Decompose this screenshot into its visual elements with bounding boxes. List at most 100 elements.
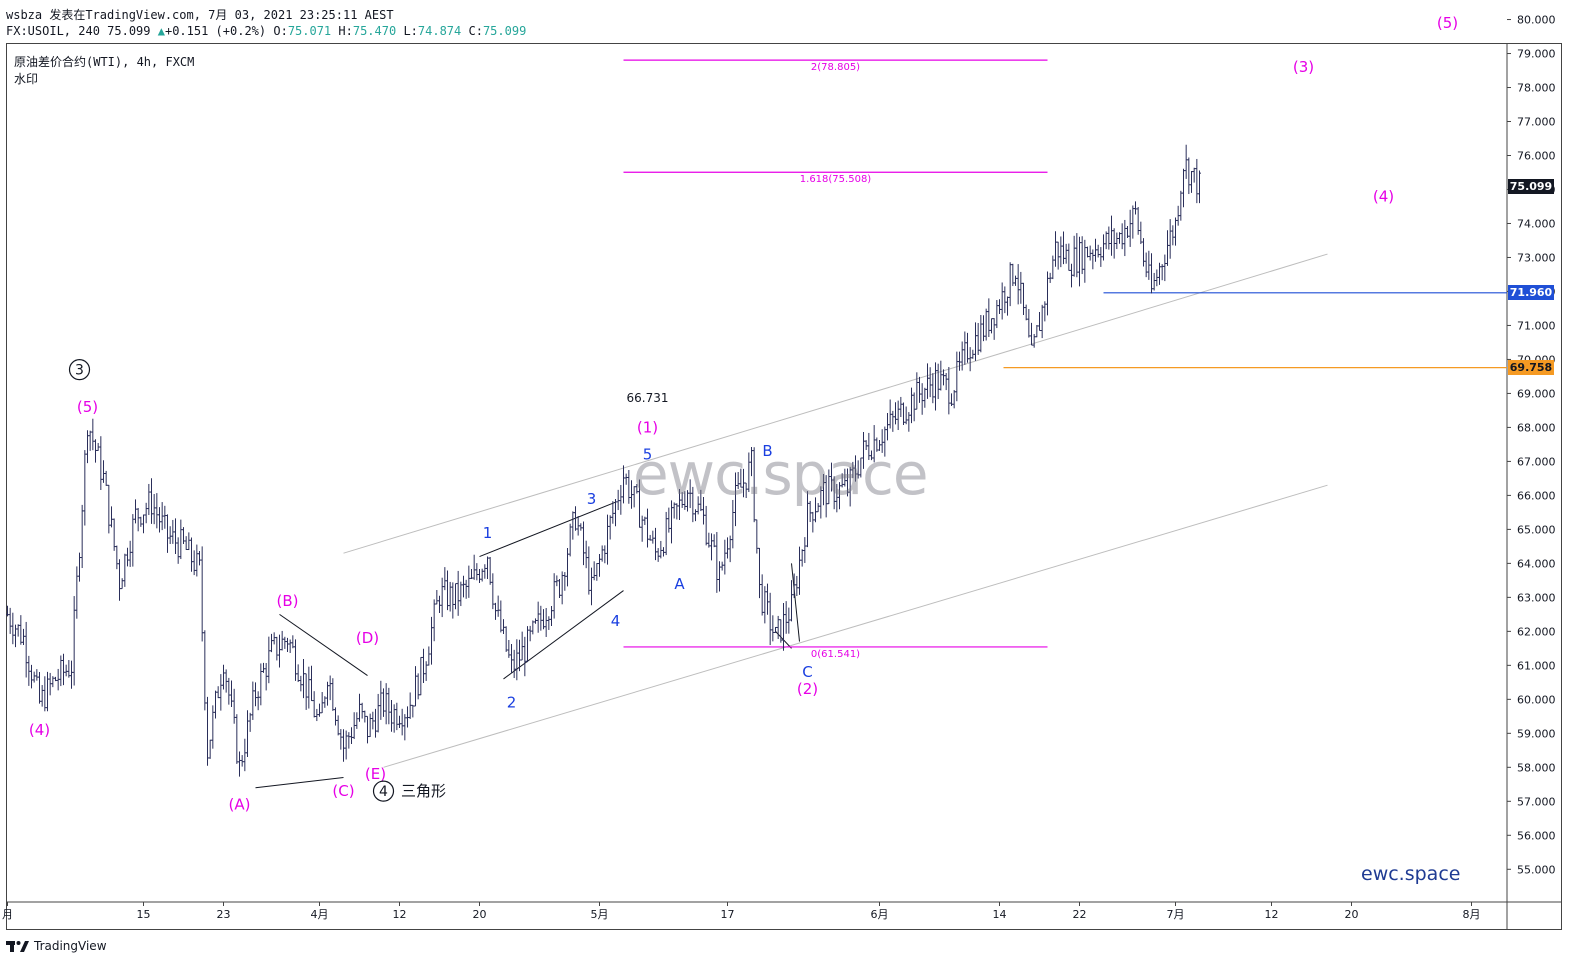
wave-label: (C) [332,782,354,800]
price-tick-label: 55.000 [1517,863,1556,876]
tradingview-footer[interactable]: TradingView [6,938,107,954]
wave-label: 66.731 [627,391,669,405]
price-tick-label: 57.000 [1517,795,1556,808]
wave-label: (2) [797,680,818,698]
blue-level-tag: 71.960 [1508,285,1554,301]
ohlc-legend: FX:USOIL, 240 75.099 ▲+0.151 (+0.2%) O:7… [6,24,526,38]
price-tick-label: 64.000 [1517,557,1556,570]
wave-label: (1) [637,418,658,436]
wave-label: 三角形 [401,782,446,800]
fib-level-label: 2(78.805) [811,62,860,73]
wave-label: (B) [277,592,299,610]
trendline [279,613,368,676]
price-tick-label: 79.000 [1517,48,1556,61]
price-tick-label: 77.000 [1517,116,1556,129]
time-axis: 月 15 23 4月 12 20 5月 17 6月 14 22 7月 12 20 8月 [2,902,1481,921]
price-tick-label: 73.000 [1517,251,1556,264]
fib-level-label: 0(61.541) [811,649,860,660]
time-tick-label: 14 [993,908,1007,921]
time-tick-label: 7月 [1167,908,1185,921]
footer-label: TradingView [34,939,107,953]
wave-labels: (5) (4) (A) (B) (C) (D) (E) 三角形 1 2 3 4 5 (1) 66.731 A B… [29,14,1458,814]
time-tick-label: 4月 [311,908,329,921]
trendlines [255,253,1328,789]
ohlc-bars [6,144,1201,777]
time-tick-label: 12 [393,908,407,921]
price-tick-label: 62.000 [1517,625,1556,638]
time-tick-label: 20 [473,908,487,921]
low-label: L: [403,24,418,38]
wave-label: (D) [356,629,379,647]
price-tick-label: 66.000 [1517,489,1556,502]
time-tick-label: 22 [1073,908,1087,921]
wave-label: A [674,575,685,593]
symbol-label: FX:USOIL, 240 75.099 [6,24,151,38]
trendline [503,590,624,680]
open-label: O: [273,24,288,38]
time-tick-label: 20 [1345,908,1359,921]
price-tick-label: 78.000 [1517,82,1556,95]
wave-label: (4) [1373,187,1394,205]
wave-label: 4 [611,612,621,630]
wave-label: (A) [229,796,251,814]
price-tick-label: 68.000 [1517,421,1556,434]
trendline [255,777,344,789]
price-tick-label: 80.000 [1517,14,1556,27]
tradingview-logo-icon [6,941,29,952]
brand-text[interactable]: ewc.space [1361,863,1461,885]
wave-label: 2 [507,694,517,712]
trendline [479,501,616,558]
wave-label: (3) [1293,58,1314,76]
fib-levels: 2(78.805) 1.618(75.508) 0(61.541) [623,59,1507,660]
price-tick-label: 56.000 [1517,829,1556,842]
trendline [791,563,800,642]
publish-info: wsbza 发表在TradingView.com, 7月 03, 2021 23… [6,8,394,22]
wave-label: (4) [29,721,50,739]
watermark: ewc.space [633,440,929,508]
circled-wave-marker [68,359,91,381]
last-price-tag: 75.099 [1508,178,1554,194]
wave-label: 1 [483,524,493,542]
chart-pane[interactable] [6,43,1562,930]
price-tick-label: 67.000 [1517,455,1556,468]
wave-label: (5) [1437,14,1458,32]
time-tick-label: 23 [217,908,231,921]
high-label: H: [338,24,353,38]
price-axis: 80.00079.00078.00077.00076.00075.00074.0… [1507,14,1556,876]
time-tick-label: 15 [137,908,151,921]
price-tick-label: 63.000 [1517,591,1556,604]
price-tick-label: 65.000 [1517,523,1556,536]
price-tick-label: 69.000 [1517,387,1556,400]
up-arrow-icon: ▲ [157,24,165,38]
chart-subtitle: 水印 [14,72,39,86]
trendline [383,484,1328,768]
time-tick-label: 6月 [871,908,889,921]
wave-label: C [802,663,812,681]
orange-level-tag: 69.758 [1508,360,1554,376]
time-tick-label: 8月 [1463,908,1481,921]
high-value: 75.470 [352,24,397,38]
price-tick-label: 74.000 [1517,217,1556,230]
time-tick-label: 5月 [591,908,609,921]
price-tick-label: 71.000 [1517,319,1556,332]
circled-wave-label: 3 [75,363,84,379]
circled-wave-marker [372,780,395,802]
circled-wave-label: 4 [379,784,388,800]
change-value: +0.151 (+0.2%) [164,24,267,38]
wave-label: 5 [643,446,653,464]
wave-label: B [762,442,772,460]
close-label: C: [468,24,483,38]
time-tick-label: 月 [2,908,13,921]
wave-label: (E) [365,765,386,783]
price-tick-label: 59.000 [1517,727,1556,740]
price-tick-label: 60.000 [1517,693,1556,706]
time-tick-label: 12 [1265,908,1279,921]
price-tick-label: 76.000 [1517,149,1556,162]
chart-title: 原油差价合约(WTI), 4h, FXCM [14,55,195,69]
open-value: 75.071 [287,24,332,38]
time-tick-label: 17 [721,908,735,921]
wave-label: 3 [587,490,597,508]
wave-label: (5) [77,398,98,416]
trendline [343,253,1328,554]
